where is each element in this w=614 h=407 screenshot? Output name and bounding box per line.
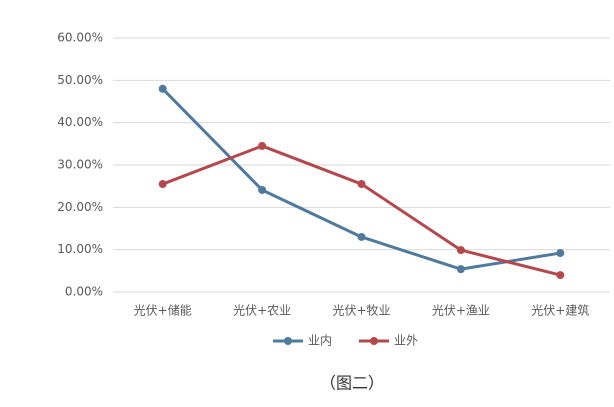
legend-marker [284,337,292,345]
series-line [161,87,561,271]
y-tick-label: 60.00% [57,31,103,45]
data-point [158,84,167,93]
y-tick-label: 40.00% [57,115,103,129]
y-tick-label: 10.00% [57,242,103,256]
legend-label: 业内 [308,334,332,348]
x-tick-label: 光伏+建筑 [531,303,589,318]
data-point [158,180,167,189]
legend-label: 业外 [394,334,418,348]
data-point [556,271,565,280]
x-tick-label: 光伏+农业 [233,304,291,318]
x-tick-label: 光伏+牧业 [332,304,390,318]
y-tick-label: 20.00% [57,200,103,214]
y-tick-label: 50.00% [57,73,103,87]
data-point [258,141,267,150]
data-point [456,265,465,274]
data-point [357,232,366,241]
x-tick-label: 光伏+储能 [134,303,192,318]
data-point [456,246,465,255]
legend-marker [370,337,378,345]
x-tick-label: 光伏+渔业 [432,304,490,318]
y-tick-label: 30.00% [57,158,103,172]
data-point [357,180,366,189]
y-tick-label: 0.00% [65,285,103,299]
caption: （图二） [320,374,384,393]
data-point [258,185,267,194]
data-point [556,249,565,258]
